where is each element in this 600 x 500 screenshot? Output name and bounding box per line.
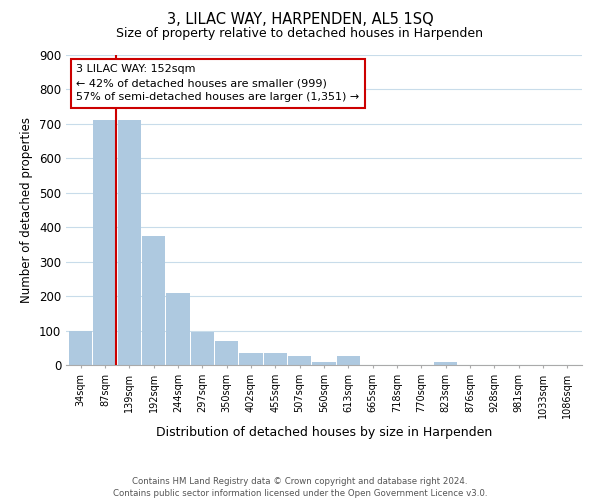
Bar [166, 292, 190, 365]
Bar [215, 341, 238, 365]
Bar [69, 330, 92, 365]
X-axis label: Distribution of detached houses by size in Harpenden: Distribution of detached houses by size … [156, 426, 492, 439]
Bar [313, 362, 335, 365]
Bar [288, 356, 311, 365]
Text: Size of property relative to detached houses in Harpenden: Size of property relative to detached ho… [116, 28, 484, 40]
Text: 3 LILAC WAY: 152sqm
← 42% of detached houses are smaller (999)
57% of semi-detac: 3 LILAC WAY: 152sqm ← 42% of detached ho… [76, 64, 359, 102]
Y-axis label: Number of detached properties: Number of detached properties [20, 117, 34, 303]
Text: Contains HM Land Registry data © Crown copyright and database right 2024.
Contai: Contains HM Land Registry data © Crown c… [113, 476, 487, 498]
Text: 3, LILAC WAY, HARPENDEN, AL5 1SQ: 3, LILAC WAY, HARPENDEN, AL5 1SQ [167, 12, 433, 28]
Bar [118, 120, 141, 365]
Bar [264, 353, 287, 365]
Bar [337, 356, 360, 365]
Bar [191, 332, 214, 365]
Bar [239, 353, 263, 365]
Bar [434, 362, 457, 365]
Bar [142, 236, 165, 365]
Bar [94, 120, 116, 365]
